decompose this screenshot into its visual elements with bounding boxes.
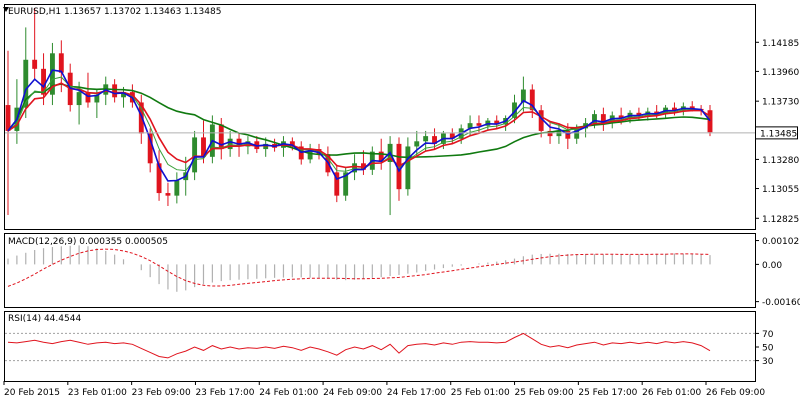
candle-body <box>414 141 420 147</box>
chart-header: EURUSD,H1 1.13657 1.13702 1.13463 1.1348… <box>8 7 221 17</box>
candle-body <box>538 110 544 131</box>
candle-body <box>520 89 526 103</box>
candle-body <box>556 130 562 137</box>
ema-fast-line <box>7 69 711 182</box>
candle-body <box>636 112 642 116</box>
candle-body <box>672 107 677 111</box>
candle-body <box>32 59 38 69</box>
candle-body <box>263 143 269 150</box>
candle-body <box>147 133 153 164</box>
time-tick-label: 20 Feb 2015 <box>4 388 60 398</box>
price-tick-label: 1.13730 <box>762 98 799 108</box>
collapse-triangle-icon[interactable] <box>3 7 9 12</box>
macd-tick-label: 0.001027 <box>762 237 800 247</box>
candle-body <box>547 130 553 137</box>
candle-body <box>58 53 64 73</box>
candle-body <box>121 92 126 98</box>
macd-signal-line <box>7 248 711 287</box>
candle-body <box>227 138 233 150</box>
time-tick-label: 25 Feb 09:00 <box>515 388 574 398</box>
candle-body <box>707 110 713 133</box>
candle-body <box>289 141 295 147</box>
candle-body <box>5 105 11 131</box>
candle-body <box>405 146 411 190</box>
time-tick-label: 26 Feb 01:00 <box>642 388 701 398</box>
rsi-panel-frame <box>4 311 756 382</box>
price-tick-label: 1.13960 <box>762 68 799 78</box>
candle-body <box>218 124 224 150</box>
candle-body <box>112 84 118 98</box>
candle-body <box>449 133 455 139</box>
candle-body <box>529 89 535 111</box>
candle-body <box>334 172 340 196</box>
candle-body <box>467 123 473 129</box>
time-tick-label: 26 Feb 09:00 <box>706 388 765 398</box>
candle-body <box>352 163 358 173</box>
candle-body <box>23 59 29 108</box>
rsi-line <box>7 332 711 359</box>
candle-body <box>138 102 144 134</box>
candle-body <box>174 180 180 196</box>
candle-body <box>689 106 695 109</box>
time-tick-label: 23 Feb 01:00 <box>68 388 127 398</box>
macd-label: MACD(12,26,9) 0.000355 0.000505 <box>8 237 168 247</box>
candle-body <box>476 123 482 126</box>
candle-body <box>512 102 517 118</box>
macd-tick-label: 0.00 <box>762 261 782 271</box>
time-tick-label: 24 Feb 09:00 <box>323 388 382 398</box>
candle-body <box>156 163 162 194</box>
price-tick-label: 1.12825 <box>762 215 799 225</box>
current-price-box <box>755 126 798 140</box>
candle-body <box>618 115 624 118</box>
time-tick-label: 25 Feb 01:00 <box>451 388 510 398</box>
candle-body <box>236 138 242 147</box>
time-tick-label: 23 Feb 09:00 <box>132 388 191 398</box>
candle-body <box>192 137 198 173</box>
current-price-label: 1.13485 <box>760 129 797 139</box>
rsi-tick-label: 30 <box>762 357 774 367</box>
candle-body <box>41 68 46 95</box>
candle-body <box>49 53 55 95</box>
price-tick-label: 1.13055 <box>762 185 799 195</box>
candle-body <box>432 136 437 144</box>
candle-body <box>574 128 580 139</box>
macd-tick-label: -0.001604 <box>762 298 800 308</box>
candle-body <box>592 114 597 124</box>
candle-body <box>85 92 91 103</box>
time-tick-label: 24 Feb 01:00 <box>259 388 318 398</box>
price-tick-label: 1.13280 <box>762 156 799 166</box>
candle-body <box>201 137 206 157</box>
sma-slow-line <box>7 83 711 159</box>
candle-body <box>600 114 606 124</box>
macd-panel-frame <box>4 233 756 308</box>
candle-body <box>423 136 429 142</box>
rsi-label: RSI(14) 44.4544 <box>8 314 81 324</box>
candle-body <box>378 151 384 162</box>
time-tick-label: 25 Feb 17:00 <box>578 388 637 398</box>
time-tick-label: 24 Feb 17:00 <box>387 388 446 398</box>
candle-body <box>343 172 349 196</box>
candle-body <box>165 193 171 196</box>
rsi-tick-label: 70 <box>762 330 774 340</box>
candle-body <box>565 130 571 139</box>
candle-body <box>94 94 100 103</box>
rsi-tick-label: 50 <box>762 344 774 354</box>
candle-body <box>654 111 660 115</box>
price-tick-label: 1.14185 <box>762 39 799 49</box>
candle-body <box>76 92 82 106</box>
time-tick-label: 23 Feb 17:00 <box>195 388 254 398</box>
candle-body <box>494 120 500 125</box>
